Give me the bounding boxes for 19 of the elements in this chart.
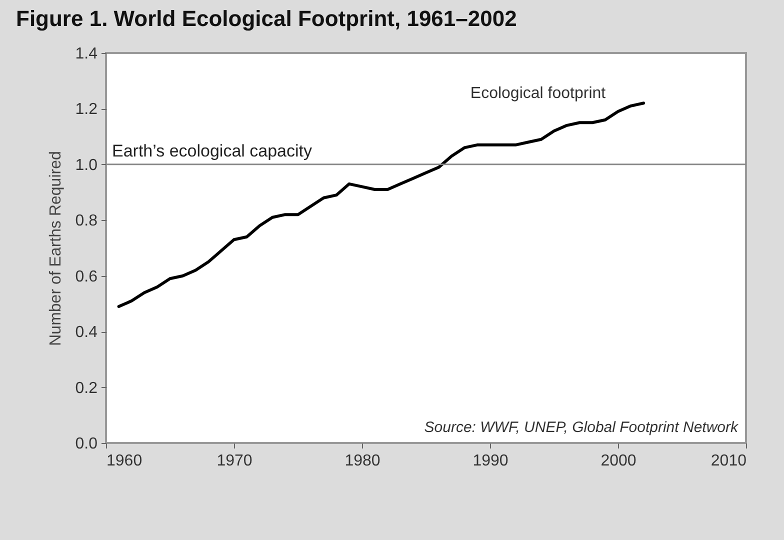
y-tick-label: 0.4	[75, 324, 98, 342]
y-tick-label: 1.2	[75, 101, 98, 118]
x-tick-label: 1980	[344, 452, 380, 470]
annotation: Source: WWF, UNEP, Global Footprint Network	[424, 419, 740, 436]
x-tick-label: 1970	[216, 452, 252, 470]
y-tick-label: 0.2	[75, 380, 98, 397]
series-label: Ecological footprint	[470, 85, 606, 102]
ref-line-label: Earth’s ecological capacity	[112, 141, 313, 160]
y-tick-label: 1.0	[75, 156, 98, 174]
y-tick-label: 1.4	[75, 46, 98, 62]
x-tick-label: 1990	[472, 452, 508, 470]
y-tick-label: 0.8	[75, 212, 98, 230]
x-tick-label: 1960	[106, 452, 142, 470]
y-axis-title: Number of Earths Required	[47, 151, 64, 346]
y-tick-label: 0.6	[75, 268, 98, 286]
x-tick-label: 2010	[710, 452, 747, 470]
chart-title: Figure 1. World Ecological Footprint, 1961–2002	[16, 6, 517, 31]
y-tick-label: 0.0	[75, 436, 98, 452]
x-tick-label: 2000	[600, 452, 636, 470]
